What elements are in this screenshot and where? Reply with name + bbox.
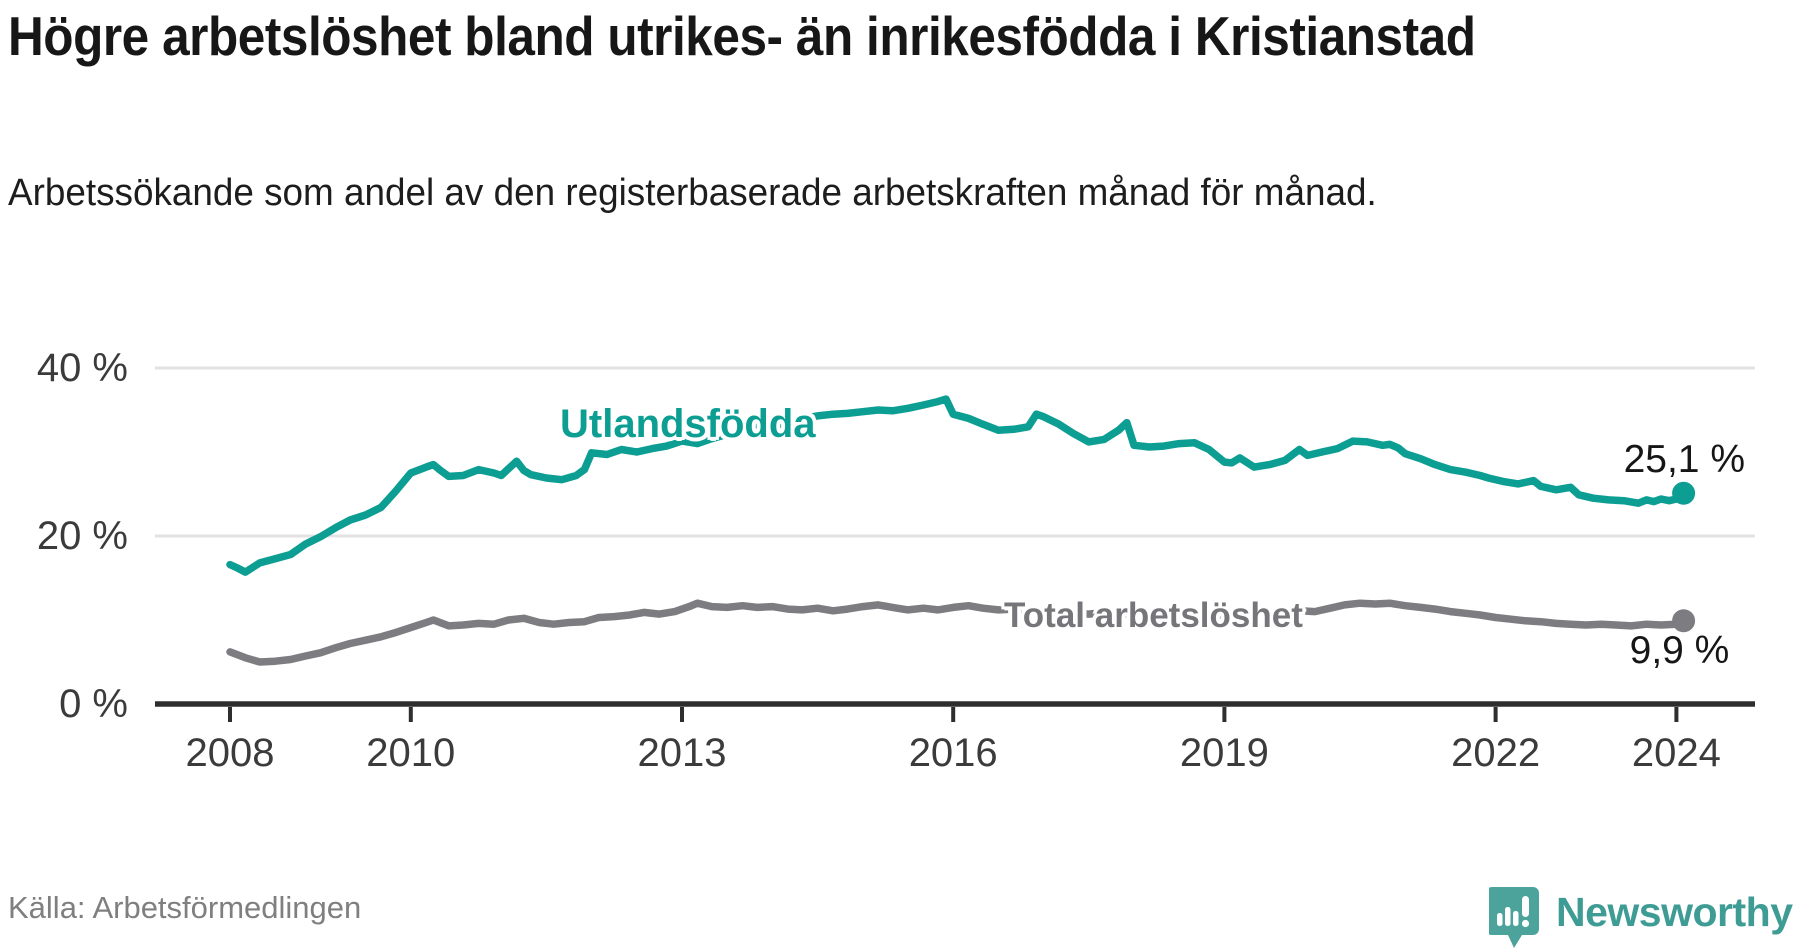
series-label-utlandsfodda: Utlandsfödda [560,402,816,446]
x-axis-label-2010: 2010 [366,731,456,775]
x-axis-label-2013: 2013 [637,731,727,775]
x-axis-label-2022: 2022 [1451,731,1541,775]
newsworthy-logo-text: Newsworthy [1556,889,1793,935]
y-axis-label-20: 20 % [36,514,128,558]
series-end-dot-1 [1672,609,1696,633]
end-value-label-utlandsfodda: 25,1 % [1623,438,1745,481]
series-label-total-arbetsloshet: Total arbetslöshet [1004,596,1303,635]
page-title: Högre arbetslöshet bland utrikes- än inr… [8,5,1476,67]
source-note: Källa: Arbetsförmedlingen [8,890,362,925]
x-axis-label-2019: 2019 [1179,731,1269,775]
x-axis-label-2008: 2008 [185,731,275,775]
newsworthy-logo: Newsworthy [1489,887,1793,948]
series-line-1 [226,599,1688,666]
chart-speech-bubble-icon [1489,887,1539,948]
page-subtitle: Arbetssökande som andel av den registerb… [8,172,1377,214]
y-axis-label-0: 0 % [59,682,128,726]
x-axis-label-2016: 2016 [908,731,998,775]
series-line-0 [226,395,1688,576]
end-value-label-total: 9,9 % [1629,629,1730,672]
series-end-dot-0 [1672,481,1696,505]
y-axis-label-40: 40 % [36,346,128,390]
x-axis-label-2024: 2024 [1631,731,1721,775]
